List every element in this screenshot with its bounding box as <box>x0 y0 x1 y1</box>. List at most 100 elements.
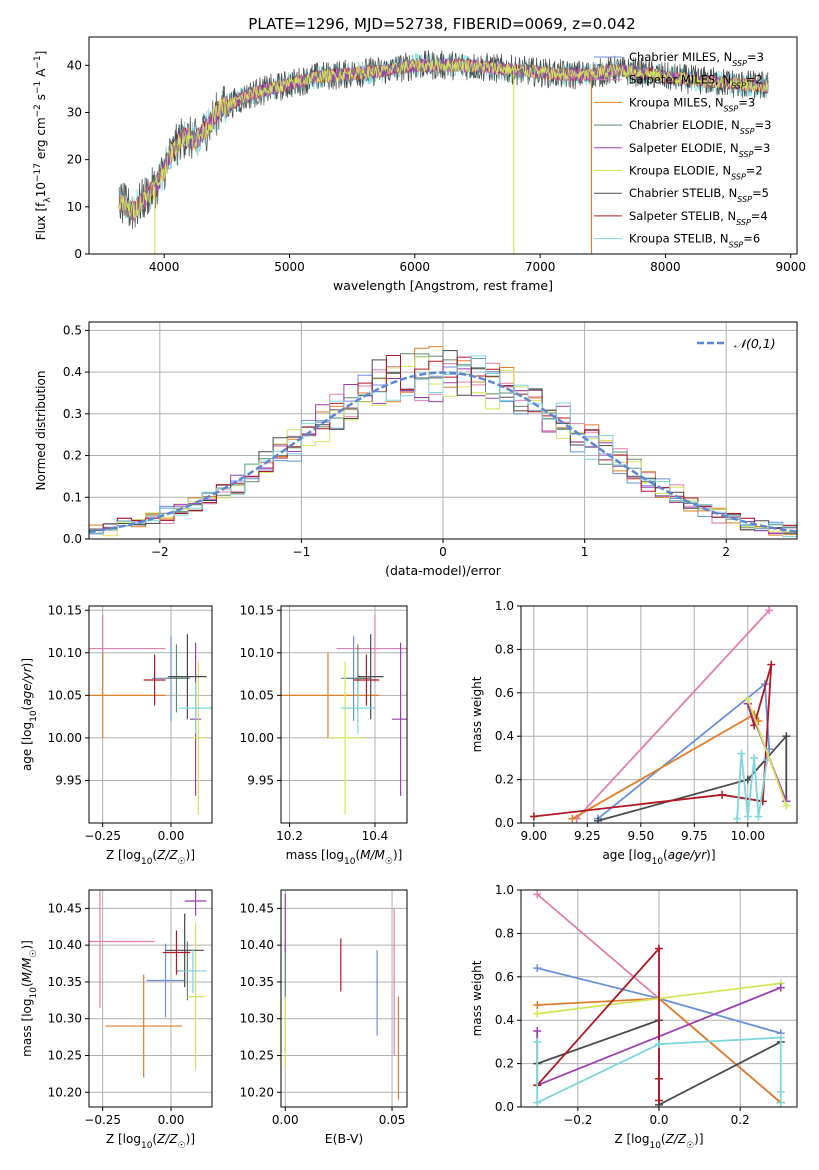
y-tick-label: 0.0 <box>495 816 514 830</box>
x-tick-label: 0.2 <box>731 1113 750 1127</box>
series-marker <box>782 801 791 810</box>
x-tick-label: 5000 <box>274 260 305 274</box>
y-tick-label: 10.00 <box>48 731 82 745</box>
data-point <box>165 644 188 713</box>
x-axis-label: (data-model)/error <box>385 563 502 578</box>
data-point <box>146 943 185 1018</box>
weight-lines <box>533 890 785 1107</box>
y-tick-label: 0.2 <box>495 1057 514 1071</box>
age-vs-mass-panel: 10.2 10.4 9.95 10.00 10.05 10.10 10.15 mass [lo… <box>240 603 408 867</box>
series-marker <box>776 1087 785 1096</box>
data-point <box>340 682 375 734</box>
series-marker <box>655 944 663 953</box>
x-tick-label: 10.2 <box>276 829 303 843</box>
data-point <box>165 913 204 988</box>
x-tick-label: 0.00 <box>158 829 185 843</box>
plot-frame <box>280 605 408 824</box>
x-tick-label: 0.00 <box>158 1113 185 1127</box>
y-tick-label: 9.95 <box>247 773 274 787</box>
plot-frame <box>280 889 408 1108</box>
series-marker <box>767 660 776 669</box>
plot-frame <box>88 36 798 255</box>
x-tick-label: −1 <box>293 545 311 559</box>
x-axis-label: age [log10(age/yr)] <box>602 848 715 867</box>
residuals-panel: −2 −1 0 1 2 0.0 0.1 0.2 0.3 0.4 0.5 (data-model)/er… <box>34 321 798 578</box>
series-marker <box>594 816 603 823</box>
x-tick-label: −0.25 <box>84 829 121 843</box>
y-tick-label: 10.45 <box>48 901 82 915</box>
y-tick-label: 0.8 <box>495 926 514 940</box>
data-point <box>336 614 407 683</box>
x-tick-label: 10.4 <box>362 829 389 843</box>
x-tick-label: 0.00 <box>272 1113 299 1127</box>
y-tick-label: 10.30 <box>48 1012 82 1026</box>
spectrum-legend: Chabrier MILES, NSSP=3 Salpeter MILES, NS… <box>594 50 771 249</box>
data-point <box>105 974 182 1078</box>
y-tick-label: 10.35 <box>240 975 274 989</box>
y-tick-label: 40 <box>67 58 82 72</box>
series-line <box>575 609 770 820</box>
data-point <box>192 661 204 815</box>
series-line <box>736 753 768 819</box>
legend-label: Salpeter MILES, NSSP=2 <box>629 73 763 91</box>
y-tick-label: 10.10 <box>240 646 274 660</box>
plot-frame <box>520 605 798 824</box>
x-tick-label: 7000 <box>525 260 556 274</box>
y-tick-label: 10.00 <box>240 731 274 745</box>
y-tick-label: 0.5 <box>63 323 82 337</box>
y-tick-label: 10.30 <box>240 1012 274 1026</box>
series-marker <box>765 606 774 615</box>
series-marker <box>533 1009 542 1018</box>
x-tick-label: −2 <box>151 545 169 559</box>
series-marker <box>737 749 746 758</box>
plot-frame <box>88 605 213 824</box>
y-axis-label: age [log10(age/yr)] <box>20 658 39 771</box>
y-axis-label: Normed distribution <box>34 371 48 491</box>
series-marker <box>754 812 763 821</box>
legend-label: Salpeter STELIB, NSSP=4 <box>629 209 768 227</box>
y-tick-label: 9.95 <box>55 773 82 787</box>
x-tick-label: 1 <box>581 545 589 559</box>
y-tick-label: 0.4 <box>495 729 514 743</box>
data-point <box>353 654 380 706</box>
y-tick-label: 0.4 <box>63 365 82 379</box>
y-tick-label: 0.0 <box>495 1100 514 1114</box>
series-marker <box>776 983 785 992</box>
y-tick-label: 10.20 <box>48 1085 82 1099</box>
x-tick-label: 9.75 <box>681 829 708 843</box>
data-point <box>184 890 207 916</box>
series-marker <box>533 964 542 973</box>
legend-label: Chabrier STELIB, NSSP=5 <box>629 186 769 204</box>
spectrum-lines <box>118 50 769 254</box>
y-tick-label: 30 <box>67 105 82 119</box>
data-point <box>168 634 207 720</box>
y-tick-label: 0 <box>74 247 82 261</box>
data-point <box>281 652 380 738</box>
data-point <box>179 948 207 993</box>
y-axis-label: mass [log10(M/M☉)] <box>20 940 39 1057</box>
series-marker <box>750 753 759 762</box>
legend-label: Kroupa MILES, NSSP=3 <box>629 95 755 113</box>
normal-curve <box>89 371 797 533</box>
histograms <box>89 346 797 538</box>
spectrum-line-kroupa-elodie <box>118 58 769 219</box>
y-tick-label: 10.10 <box>48 646 82 660</box>
y-tick-label: 0.8 <box>495 642 514 656</box>
series-marker <box>533 1098 542 1107</box>
y-tick-label: 1.0 <box>495 883 514 897</box>
data-point <box>357 634 384 720</box>
series-marker <box>533 1027 542 1036</box>
x-axis-label: mass [log10(M/M☉)] <box>286 848 403 867</box>
y-tick-label: 0.3 <box>63 407 82 421</box>
y-tick-label: 10.05 <box>240 688 274 702</box>
errorbars <box>89 614 212 815</box>
x-axis-label: Z [log10(Z/Z☉)] <box>106 848 195 867</box>
series-line <box>536 946 660 1101</box>
data-point <box>179 682 212 734</box>
y-tick-label: 10.40 <box>48 938 82 952</box>
y-tick-label: 0.4 <box>495 1013 514 1027</box>
series-marker <box>533 890 542 899</box>
y-axis-label: mass weight <box>470 676 484 752</box>
plot-frame <box>88 889 213 1108</box>
